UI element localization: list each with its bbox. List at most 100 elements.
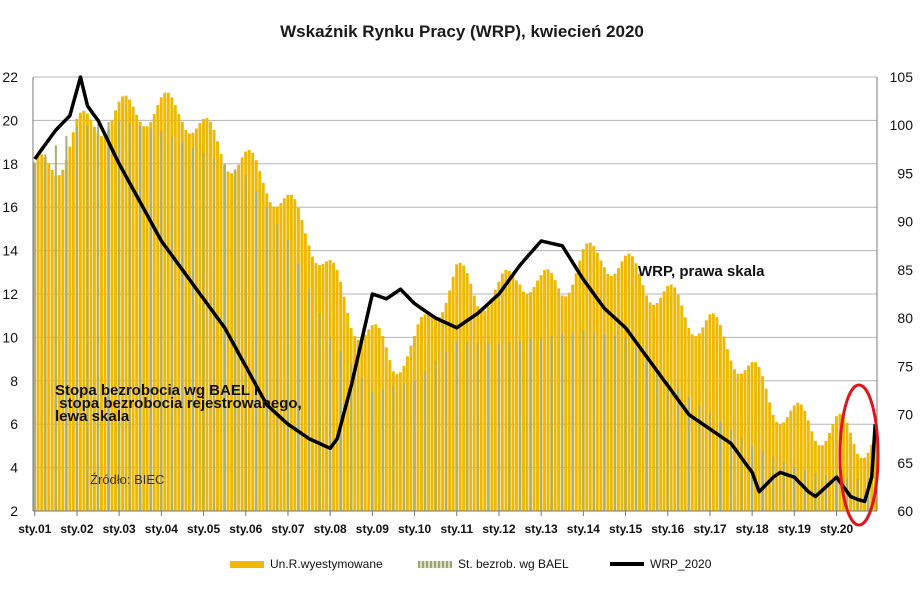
bar-bael [424,371,427,511]
highlight-ellipse [838,383,880,527]
annotation-wrp: WRP, prawa skala [638,263,765,280]
bar-unr [61,169,65,511]
left-tick-label: 6 [10,416,18,432]
bar-bael [455,341,458,511]
bar-unr [557,288,561,511]
annotation-bael-line3: lewa skala [55,408,130,425]
bar-unr [747,365,750,511]
bar-unr [237,164,241,511]
legend-label-unr: Un.R.wyestymowane [270,557,383,571]
x-tick-label: sty.18 [736,522,769,536]
bar-unr [490,298,494,511]
bar-bael [708,413,711,511]
left-tick-label: 22 [2,69,18,85]
x-tick-label: sty.17 [693,522,726,536]
bar-bael [445,351,448,511]
right-axis: 60 65 70 75 80 85 90 95 100 105 [876,69,914,519]
bar-bael [434,361,437,511]
wrp-line-group [33,75,877,504]
bar-unr [89,119,93,512]
bar-unr [367,329,371,511]
bar-unr [261,182,265,511]
x-tick-label: sty.20 [820,522,853,536]
legend-item-unr: Un.R.wyestymowane [230,557,383,571]
bar-unr [124,95,128,511]
bar-unr [789,410,793,511]
bar-bael [846,478,849,511]
bar-unr [293,199,297,512]
x-tick-label: sty.03 [103,522,136,536]
bar-unr [609,276,613,511]
bar-unr [673,287,677,511]
wrp-line [33,75,877,504]
bar-unr [708,314,712,511]
bar-unr [479,310,483,511]
bar-unr [493,289,497,511]
bar-bael [149,128,152,511]
left-tick-label: 16 [2,199,18,215]
bar-unr [166,92,170,511]
bar-unr [219,153,223,512]
bar-bael [297,264,300,511]
legend-swatch-unr [230,560,264,568]
bar-unr [754,362,758,511]
bar-unr [764,388,768,511]
bar-unr [47,162,51,511]
bar-unr [405,356,409,511]
bar-unr [775,421,779,511]
bar-unr [522,291,525,511]
bar-unr [690,334,694,511]
bar-unr [279,203,283,511]
bar-unr [785,417,789,511]
bar-unr [82,110,86,511]
bar-bael [656,369,659,511]
bar-unr [849,432,852,511]
bar-unr [321,263,325,511]
bar-unr [363,334,367,511]
x-tick-label: sty.13 [525,522,558,536]
bar-bael [160,131,163,511]
bar-unr [599,260,603,511]
bar-unr [525,294,529,511]
bar-bael [825,475,828,511]
bar-unr [652,304,656,511]
left-tick-label: 4 [10,460,18,476]
bar-bael [54,145,57,512]
bar-unr [585,243,589,511]
bar-unr [346,312,350,511]
left-tick-label: 20 [2,112,18,128]
bar-unr [289,194,293,511]
bar-unr [282,198,286,512]
bar-unr [303,233,307,511]
left-tick-label: 10 [2,329,18,345]
bar-bael [687,397,690,511]
bar-unr [114,110,117,511]
bar-bael [592,332,595,511]
bar-unr [92,126,96,512]
x-tick-label: sty.01 [18,522,51,536]
bar-bael [751,445,754,511]
bar-bael [75,126,78,511]
bar-unr [209,121,212,512]
bar-unr [177,114,181,512]
bar-bael [519,340,522,511]
bar-unr [796,402,800,511]
bar-unr [335,269,339,511]
right-tick-label: 100 [890,117,914,133]
bar-unr [420,317,423,511]
annotation-bael: Stopa bezrobocia wg BAEL i stopa bezrobo… [55,383,355,425]
bar-bael [192,147,195,511]
bar-unr [272,206,276,512]
bar-bael [97,123,100,511]
bar-bael [265,207,268,511]
bar-bael [624,337,627,511]
bar-unr [845,422,849,511]
bar-bael [413,380,416,511]
bar-unr [377,327,381,511]
x-tick-label: sty.14 [567,522,600,536]
bar-unr [451,276,455,511]
bar-bael [793,467,796,511]
bar-bael [603,334,606,511]
bar-bael [202,152,205,511]
bar-unr [311,256,314,511]
